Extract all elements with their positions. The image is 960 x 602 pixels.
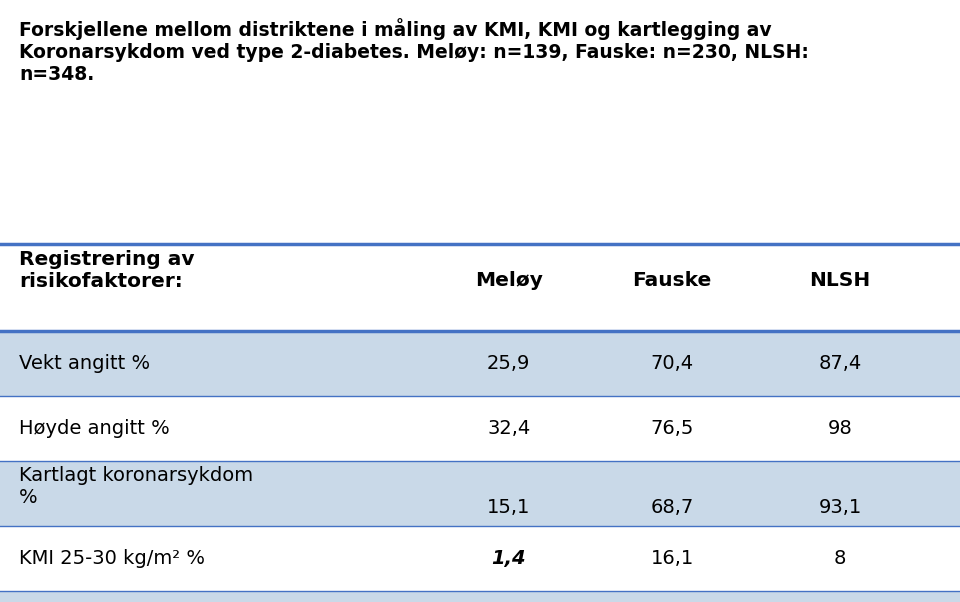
Text: Forskjellene mellom distriktene i måling av KMI, KMI og kartlegging av
Koronarsy: Forskjellene mellom distriktene i måling… <box>19 18 809 84</box>
Text: 16,1: 16,1 <box>650 549 694 568</box>
Text: 1,4: 1,4 <box>492 549 526 568</box>
Text: Kartlagt koronarsykdom
%: Kartlagt koronarsykdom % <box>19 466 253 507</box>
Text: 93,1: 93,1 <box>818 498 862 518</box>
Bar <box>0 591 960 602</box>
Text: 8: 8 <box>834 549 846 568</box>
Text: 76,5: 76,5 <box>650 419 694 438</box>
Text: 87,4: 87,4 <box>818 354 862 373</box>
Text: 32,4: 32,4 <box>487 419 531 438</box>
Text: Fauske: Fauske <box>633 271 711 290</box>
Text: 15,1: 15,1 <box>487 498 531 518</box>
Bar <box>0 461 960 526</box>
Text: Vekt angitt %: Vekt angitt % <box>19 354 151 373</box>
Text: KMI 25-30 kg/m² %: KMI 25-30 kg/m² % <box>19 549 205 568</box>
Text: Høyde angitt %: Høyde angitt % <box>19 419 170 438</box>
Bar <box>0 331 960 396</box>
Text: 98: 98 <box>828 419 852 438</box>
Text: Registrering av
risikofaktorer:: Registrering av risikofaktorer: <box>19 250 195 291</box>
Text: NLSH: NLSH <box>809 271 871 290</box>
Text: 25,9: 25,9 <box>487 354 531 373</box>
Text: Meløy: Meløy <box>475 271 542 290</box>
Text: 68,7: 68,7 <box>650 498 694 518</box>
Text: 70,4: 70,4 <box>651 354 693 373</box>
